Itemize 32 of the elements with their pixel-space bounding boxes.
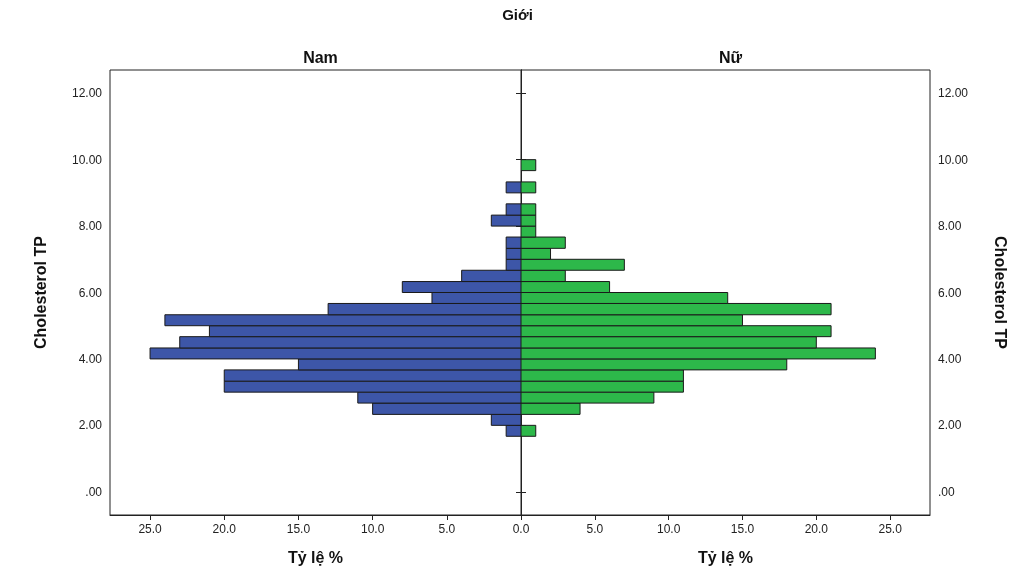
x-tick-label: 0.0 (512, 522, 530, 536)
x-tick-label: 5.0 (586, 522, 604, 536)
x-tick-label: 15.0 (286, 522, 311, 536)
x-tick-label: 20.0 (804, 522, 829, 536)
x-tick-label: 25.0 (138, 522, 163, 536)
x-tick-label: 20.0 (212, 522, 237, 536)
x-axis-title: Tỷ lệ % (697, 548, 754, 566)
y-tick-label: .00 (938, 484, 956, 499)
y-axis-title: Cholesterol TP (31, 235, 49, 349)
x-tick-label: 25.0 (878, 522, 903, 536)
y-tick-label: 6.00 (78, 285, 103, 300)
y-tick-label: 8.00 (938, 219, 962, 234)
chart-title: Giới (501, 6, 534, 23)
y-tick-label: 12.00 (71, 86, 103, 101)
y-tick-label: 12.00 (938, 86, 969, 101)
x-tick-label: 10.0 (360, 522, 385, 536)
x-axis-title: Tỷ lệ % (287, 548, 344, 566)
y-tick-label: 2.00 (78, 418, 103, 433)
y-tick-label: 8.00 (78, 219, 103, 234)
x-tick-label: 5.0 (438, 522, 456, 536)
y-axis-title: Cholesterol TP (991, 236, 1009, 350)
chart-subtitle: Nữ (718, 48, 743, 66)
y-tick-label: 10.00 (71, 152, 103, 167)
x-tick-label: 10.0 (656, 522, 681, 536)
y-tick-label: 4.00 (938, 351, 962, 366)
y-tick-label: 10.00 (938, 152, 969, 167)
y-tick-label: 4.00 (78, 351, 103, 366)
x-tick-label: 15.0 (730, 522, 755, 536)
y-tick-label: 6.00 (938, 285, 962, 300)
y-tick-label: .00 (85, 484, 103, 499)
chart-subtitle: Nam (303, 48, 338, 66)
y-tick-label: 2.00 (938, 418, 962, 433)
